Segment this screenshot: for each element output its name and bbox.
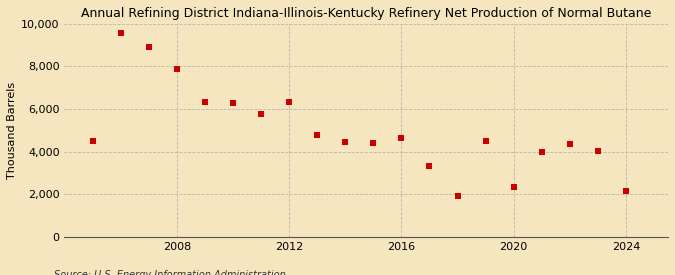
Point (452, 194, 463, 199)
Point (564, 142, 575, 146)
Point (227, 100, 238, 105)
Point (537, 149, 547, 154)
Point (593, 148, 603, 153)
Point (480, 139, 491, 143)
Point (87, 139, 98, 143)
Point (424, 164, 435, 169)
Title: Annual Refining District Indiana-Illinois-Kentucky Refinery Net Production of No: Annual Refining District Indiana-Illinoi… (81, 7, 651, 20)
Point (284, 99, 294, 104)
Point (396, 136, 407, 140)
Text: Source: U.S. Energy Information Administration: Source: U.S. Energy Information Administ… (54, 271, 286, 275)
Point (171, 66, 182, 71)
Point (143, 45, 154, 50)
Point (115, 31, 126, 36)
Point (340, 140, 350, 144)
Point (508, 185, 519, 189)
Point (368, 141, 379, 145)
Point (312, 132, 323, 137)
Point (620, 189, 631, 193)
Point (199, 99, 210, 104)
Point (256, 112, 267, 117)
Y-axis label: Thousand Barrels: Thousand Barrels (7, 82, 17, 179)
